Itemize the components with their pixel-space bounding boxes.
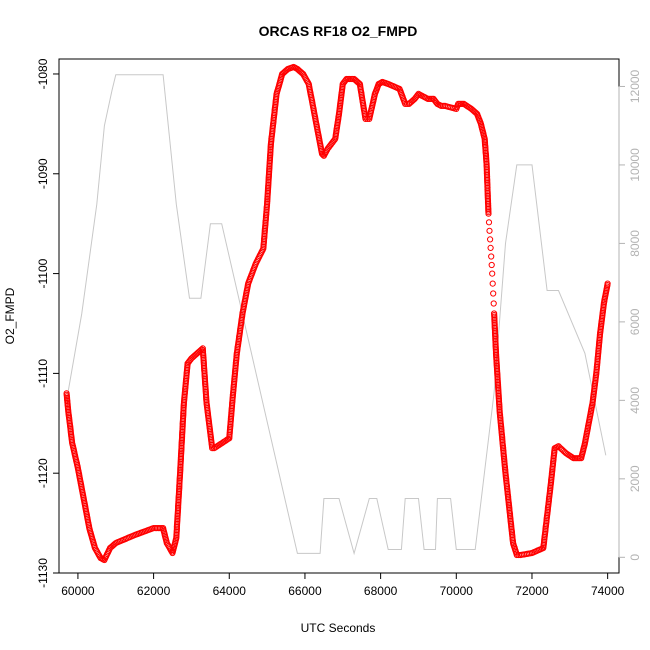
y-tick-label: -1100 bbox=[36, 258, 50, 288]
o2-point bbox=[486, 227, 493, 234]
o2-point bbox=[490, 290, 497, 297]
o2-point bbox=[487, 236, 494, 243]
o2-point bbox=[485, 210, 492, 217]
x-tick-label: 68000 bbox=[364, 584, 398, 598]
x-tick-label: 60000 bbox=[61, 584, 95, 598]
y2-tick-label: 12000 bbox=[628, 69, 642, 103]
y-tick-label: -1130 bbox=[36, 558, 50, 588]
x-tick-label: 70000 bbox=[440, 584, 474, 598]
o2-point bbox=[489, 270, 496, 277]
o2-point bbox=[489, 280, 496, 287]
y-axis-label: O2_FMPD bbox=[3, 287, 17, 344]
y2-tick-label: 2000 bbox=[628, 465, 642, 492]
y-tick-label: -1080 bbox=[36, 58, 50, 89]
x-tick-label: 74000 bbox=[591, 584, 625, 598]
y2-tick-label: 4000 bbox=[628, 387, 642, 414]
y-tick-label: -1090 bbox=[36, 158, 50, 189]
o2-point bbox=[490, 300, 497, 307]
o2-series bbox=[63, 63, 611, 564]
y2-tick-label: 8000 bbox=[628, 230, 642, 257]
x-tick-label: 72000 bbox=[515, 584, 549, 598]
o2-point bbox=[488, 261, 495, 269]
axes-layer: 60000 62000 64000 66000 68000 70000 72000 74000… bbox=[36, 58, 642, 598]
chart-title: ORCAS RF18 O2_FMPD bbox=[259, 23, 418, 39]
y2-tick-label: 6000 bbox=[628, 308, 642, 335]
x-tick-label: 64000 bbox=[213, 584, 247, 598]
series-layer bbox=[63, 63, 611, 564]
o2-point bbox=[362, 115, 369, 123]
altitude-line bbox=[66, 74, 607, 556]
plot-frame bbox=[58, 58, 620, 574]
o2-point bbox=[488, 253, 495, 260]
o2-point bbox=[604, 280, 611, 287]
y2-tick-label: 10000 bbox=[628, 148, 642, 182]
x-tick-label: 62000 bbox=[137, 584, 171, 598]
y-tick-label: -1120 bbox=[36, 458, 50, 488]
y-tick-label: -1110 bbox=[36, 359, 50, 388]
y2-tick-label: 0 bbox=[628, 554, 642, 561]
o2-point bbox=[485, 219, 493, 226]
x-axis-label: UTC Seconds bbox=[301, 621, 376, 635]
x-tick-label: 66000 bbox=[288, 584, 322, 598]
o2-point bbox=[487, 244, 494, 251]
